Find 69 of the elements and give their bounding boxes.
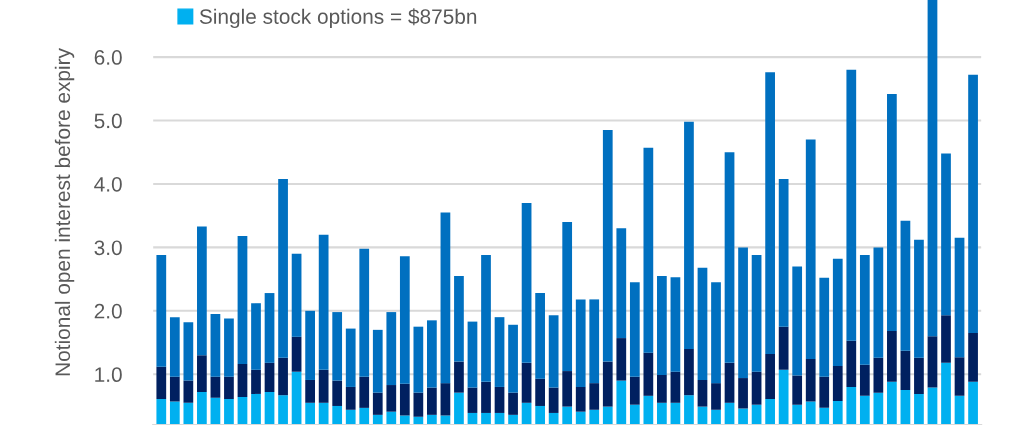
legend-label: Single stock options = $875bn (199, 8, 477, 29)
bar (399, 256, 410, 384)
bar (264, 293, 275, 363)
bar (197, 226, 207, 356)
bar (508, 324, 518, 393)
bar (345, 328, 356, 387)
bar (900, 220, 911, 351)
bar (941, 153, 951, 316)
bar (575, 299, 586, 387)
bar (318, 234, 329, 370)
bar (859, 255, 870, 365)
bar (386, 312, 397, 386)
bar (535, 293, 545, 379)
bar (413, 326, 424, 393)
bar (616, 228, 627, 339)
bar (711, 282, 721, 384)
bar (251, 303, 261, 370)
bar (968, 74, 978, 334)
bar (765, 72, 775, 354)
bar (481, 255, 491, 382)
bar (643, 147, 654, 353)
bar (548, 315, 559, 388)
bar (832, 258, 843, 367)
y-tick-label: 3.0 (94, 240, 122, 256)
bar (454, 275, 464, 362)
y-tick-label: 1.0 (95, 367, 122, 383)
bar (278, 178, 288, 358)
bar (778, 178, 789, 327)
bar (372, 329, 383, 393)
bar (629, 282, 640, 377)
bar (873, 247, 884, 358)
bar (792, 266, 803, 376)
bar (751, 255, 762, 372)
bar (332, 312, 343, 381)
bar (494, 317, 505, 387)
bar (237, 235, 248, 365)
y-axis-title: Notional open interest before expiry (54, 48, 75, 376)
bar (819, 277, 830, 377)
bar (156, 255, 167, 367)
y-tick-label: 6.0 (94, 50, 122, 65)
y-tick-label: 2.0 (94, 303, 122, 319)
bar (291, 253, 302, 337)
bar (657, 275, 667, 375)
bar (440, 212, 451, 384)
bar (562, 222, 573, 372)
bar (210, 313, 221, 377)
bar (183, 322, 194, 381)
bar (589, 299, 600, 384)
bar (224, 318, 234, 377)
bar (602, 130, 613, 362)
bar (697, 267, 708, 380)
bar (738, 247, 748, 379)
bar (521, 202, 532, 363)
bar (427, 320, 437, 388)
bar (467, 321, 478, 388)
bar (670, 277, 681, 372)
bar (914, 239, 924, 358)
bar (954, 237, 965, 358)
y-tick-label: 5.0 (94, 113, 122, 129)
bar (846, 69, 857, 341)
bar (805, 139, 816, 360)
bar (169, 317, 180, 377)
bar (887, 93, 897, 332)
bar (359, 248, 370, 377)
bar (927, 0, 938, 337)
bar (724, 152, 735, 363)
y-tick-label: 4.0 (94, 176, 122, 192)
bar (684, 121, 694, 349)
bar (305, 310, 315, 380)
